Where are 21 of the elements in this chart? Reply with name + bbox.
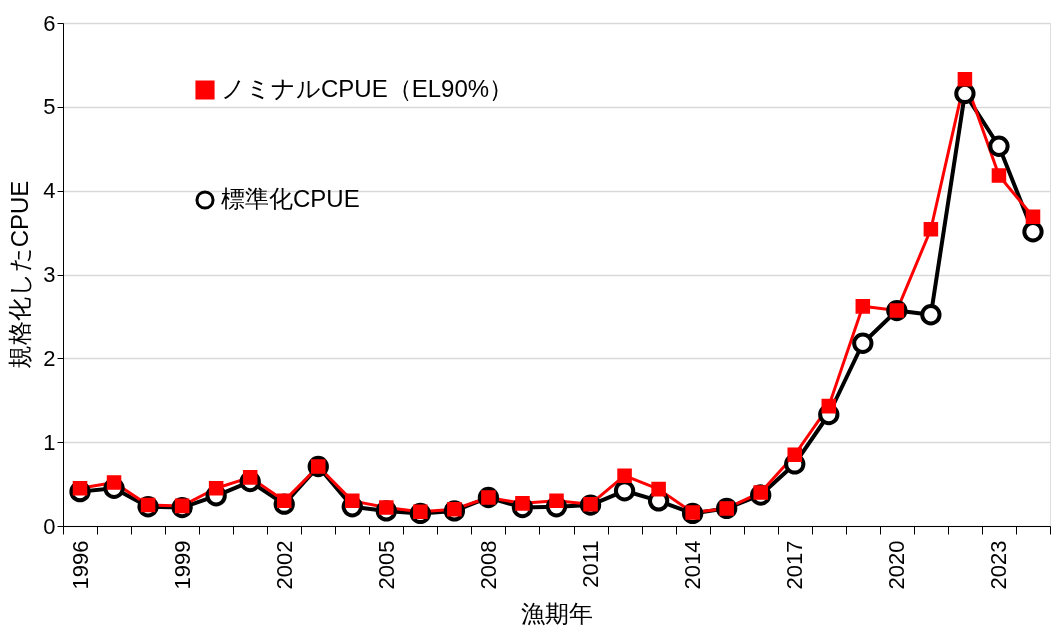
y-tick-label: 6 <box>43 10 56 36</box>
x-tick-label: 2014 <box>680 540 706 590</box>
x-tick-label: 2002 <box>271 540 297 590</box>
x-tick-label: 2008 <box>475 540 501 590</box>
y-tick-label: 1 <box>43 429 56 455</box>
x-tick-label: 2011 <box>578 540 604 588</box>
y-tick-label: 0 <box>43 513 56 539</box>
y-axis-title: 規格化したCPUE <box>6 180 34 370</box>
legend-label: ノミナルCPUE（EL90%） <box>221 75 514 102</box>
x-tick-label: 1999 <box>169 540 195 590</box>
y-tick-label: 5 <box>43 94 56 120</box>
x-tick-label: 1996 <box>67 540 93 590</box>
y-tick-label: 3 <box>43 262 56 287</box>
x-axis-title: 漁期年 <box>521 600 593 628</box>
x-tick-label: 2017 <box>782 540 808 590</box>
legend-label: 標準化CPUE <box>221 185 360 212</box>
x-tick-label: 2020 <box>884 540 910 590</box>
y-tick-label: 4 <box>43 178 56 204</box>
y-tick-label: 2 <box>43 345 56 371</box>
x-tick-label: 2023 <box>986 540 1012 590</box>
x-tick-label: 2005 <box>373 540 399 590</box>
